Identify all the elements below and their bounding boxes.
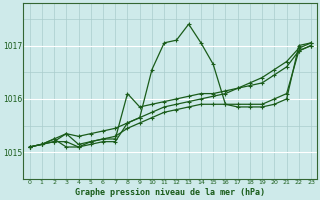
X-axis label: Graphe pression niveau de la mer (hPa): Graphe pression niveau de la mer (hPa) <box>75 188 265 197</box>
